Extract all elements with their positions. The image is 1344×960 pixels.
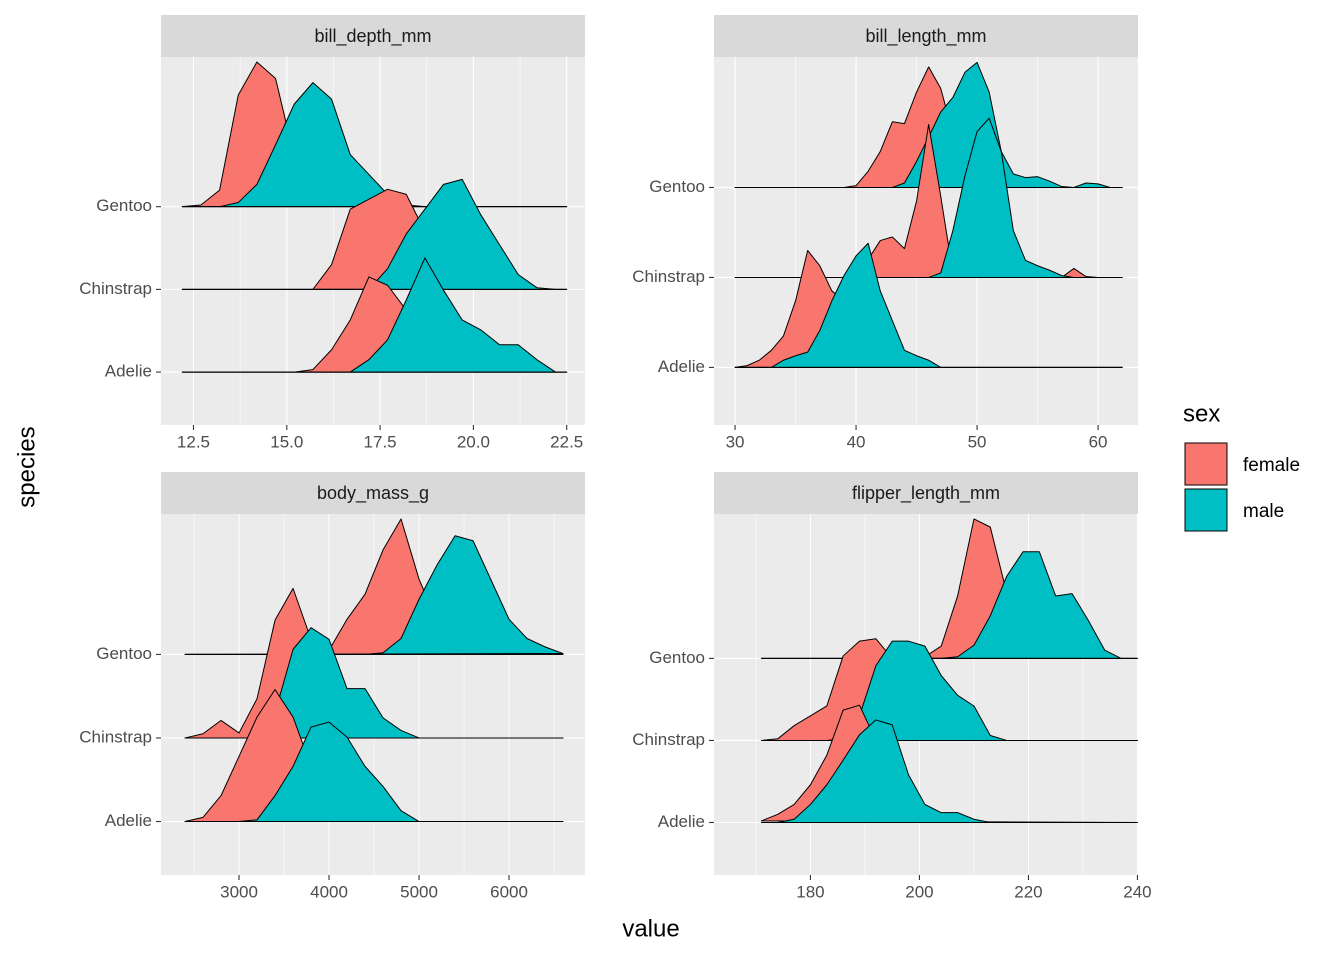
x-tick-label: 17.5	[364, 432, 397, 451]
strip-title: flipper_length_mm	[852, 483, 1000, 504]
x-tick-label: 240	[1123, 882, 1151, 901]
strip-title: bill_length_mm	[865, 26, 986, 47]
y-tick-label: Chinstrap	[632, 730, 705, 749]
legend-key	[1184, 442, 1228, 486]
y-tick-label: Gentoo	[96, 644, 152, 663]
strip	[161, 15, 585, 57]
y-tick-label: Gentoo	[96, 196, 152, 215]
y-tick-label: Adelie	[105, 811, 152, 830]
legend-label: female	[1243, 455, 1300, 476]
y-tick-label: Gentoo	[649, 648, 705, 667]
strip	[714, 472, 1138, 514]
legend-label: male	[1243, 501, 1284, 522]
y-axis-title: species	[13, 426, 40, 507]
legend-key	[1184, 488, 1228, 532]
x-tick-label: 6000	[490, 882, 528, 901]
x-tick-label: 30	[726, 432, 745, 451]
x-tick-label: 5000	[400, 882, 438, 901]
x-tick-label: 22.5	[550, 432, 583, 451]
x-tick-label: 20.0	[457, 432, 490, 451]
x-tick-label: 40	[847, 432, 866, 451]
strip-title: body_mass_g	[317, 483, 429, 504]
legend-title: sex	[1183, 400, 1220, 427]
strip-title: bill_depth_mm	[314, 26, 431, 47]
x-tick-label: 50	[968, 432, 987, 451]
y-tick-label: Chinstrap	[632, 267, 705, 286]
y-tick-label: Chinstrap	[79, 279, 152, 298]
x-axis-title: value	[622, 915, 679, 942]
y-tick-label: Adelie	[105, 362, 152, 381]
y-tick-label: Chinstrap	[79, 727, 152, 746]
y-tick-label: Adelie	[658, 812, 705, 831]
x-tick-label: 12.5	[177, 432, 210, 451]
x-tick-label: 3000	[220, 882, 258, 901]
x-tick-label: 15.0	[270, 432, 303, 451]
x-tick-label: 60	[1089, 432, 1108, 451]
y-tick-label: Gentoo	[649, 177, 705, 196]
strip	[714, 15, 1138, 57]
x-tick-label: 180	[796, 882, 824, 901]
x-tick-label: 4000	[310, 882, 348, 901]
y-tick-label: Adelie	[658, 357, 705, 376]
x-tick-label: 200	[905, 882, 933, 901]
strip	[161, 472, 585, 514]
x-tick-label: 220	[1014, 882, 1042, 901]
